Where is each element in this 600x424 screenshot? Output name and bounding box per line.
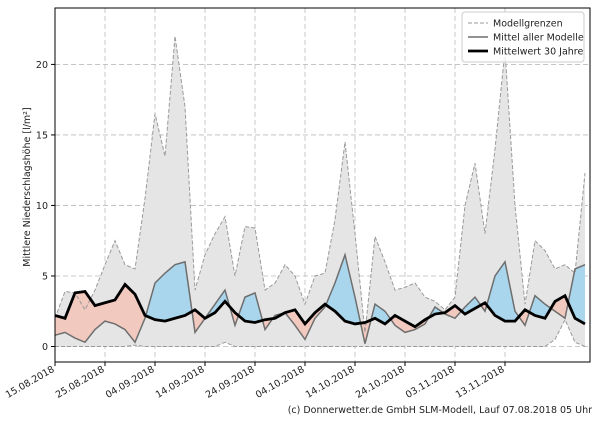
y-tick-label: 15 xyxy=(36,130,48,141)
legend-box xyxy=(461,11,585,63)
difference-fill xyxy=(575,264,585,324)
x-tick-label: 24.09.2018 xyxy=(204,364,257,401)
y-axis-label: Mittlere Niederschlagshöhe [l/m²] xyxy=(22,107,33,266)
legend-label: Mittelwert 30 Jahre xyxy=(493,47,583,58)
difference-fill xyxy=(395,315,405,333)
difference-fill xyxy=(155,273,165,322)
climate-mean-line xyxy=(54,282,586,329)
difference-fill xyxy=(345,254,355,324)
difference-fill xyxy=(518,309,525,326)
model-mean-line xyxy=(54,252,586,344)
difference-fill xyxy=(495,261,505,322)
difference-fill xyxy=(105,299,115,324)
x-tick-label: 14.10.2018 xyxy=(304,364,357,401)
y-tick-label: 5 xyxy=(42,271,48,282)
difference-fill xyxy=(55,315,65,336)
x-tick-label: 25.08.2018 xyxy=(54,364,107,401)
difference-fill xyxy=(535,295,545,319)
difference-fill xyxy=(295,309,305,340)
x-tick-label: 03.11.2018 xyxy=(404,364,457,401)
model-range-band xyxy=(55,36,585,347)
legend-label: Mittel aller Modelle xyxy=(493,33,584,44)
x-tick-label: 04.10.2018 xyxy=(254,364,307,401)
difference-fill xyxy=(465,297,475,315)
difference-fill xyxy=(245,292,255,323)
x-tick-label: 24.10.2018 xyxy=(354,364,407,401)
model-upper-line xyxy=(54,36,586,333)
y-tick-label: 10 xyxy=(36,201,48,212)
plot-frame xyxy=(54,7,591,363)
difference-fill xyxy=(215,290,225,313)
difference-fill xyxy=(135,294,145,343)
difference-fill xyxy=(175,261,185,319)
difference-fill xyxy=(165,264,175,322)
difference-fill xyxy=(75,291,85,343)
legend-label: Modellgrenzen xyxy=(493,19,563,30)
x-tick-label: 13.11.2018 xyxy=(454,364,507,401)
difference-fill xyxy=(335,254,345,322)
x-tick-label: 04.09.2018 xyxy=(104,364,157,401)
source-note: (c) Donnerwetter.de GmbH SLM-Modell, Lau… xyxy=(288,405,592,416)
difference-fill xyxy=(125,284,135,343)
difference-fill xyxy=(65,292,75,339)
model-lower-line xyxy=(55,318,586,347)
x-tick-label: 14.09.2018 xyxy=(154,364,207,401)
y-tick-label: 0 xyxy=(42,342,48,353)
difference-fill xyxy=(195,309,205,333)
difference-fill xyxy=(115,284,125,330)
x-tick-label: 15.08.2018 xyxy=(4,364,57,401)
y-tick-label: 20 xyxy=(36,60,48,71)
